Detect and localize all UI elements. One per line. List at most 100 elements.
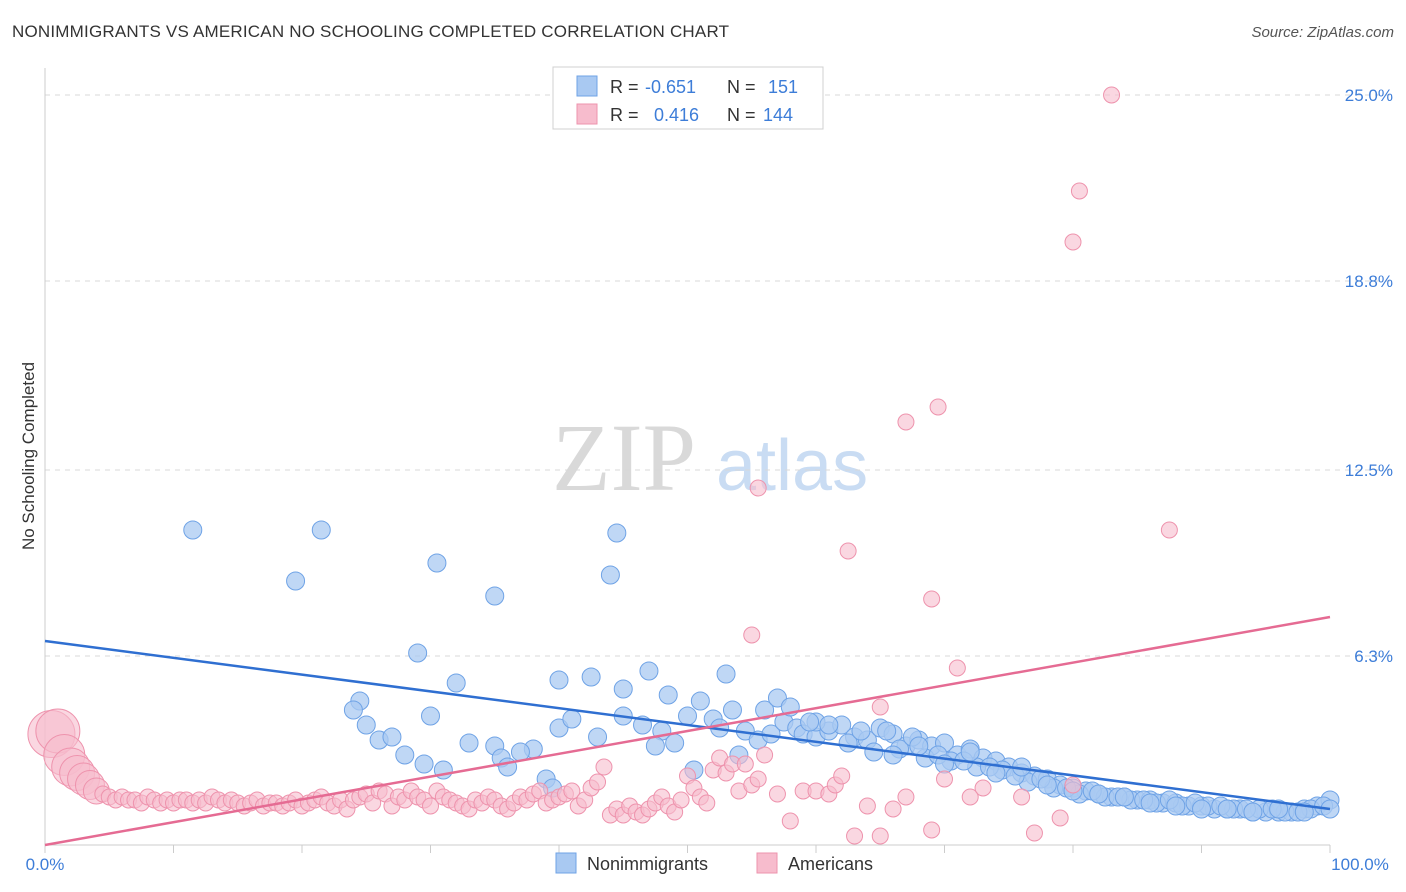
point-americans-3	[929, 398, 947, 416]
point-nonimmigrants-42	[722, 700, 742, 720]
point-nonimmigrants-38	[665, 733, 685, 753]
point-nonimmigrants-153	[1269, 799, 1289, 819]
point-nonimmigrants-142	[986, 763, 1006, 783]
point-nonimmigrants-8	[446, 673, 466, 693]
series-americans	[27, 86, 1178, 845]
point-nonimmigrants-5	[600, 565, 620, 585]
legend-bottom: Nonimmigrants Americans	[555, 852, 873, 874]
x-tick-label-0: 0.0%	[26, 855, 65, 874]
point-nonimmigrants-113	[877, 721, 897, 741]
point-americans-143	[1064, 776, 1082, 794]
y-axis-label: No Schooling Completed	[19, 362, 38, 550]
point-nonimmigrants-20	[382, 727, 402, 747]
point-nonimmigrants-151	[1217, 799, 1237, 819]
trend-line-nonimmigrants	[44, 639, 1331, 811]
point-americans-4	[897, 413, 915, 431]
point-nonimmigrants-9	[549, 670, 569, 690]
point-americans-131	[846, 827, 864, 845]
legend-bottom-label-nonimmigrants: Nonimmigrants	[587, 854, 708, 874]
point-nonimmigrants-22	[414, 754, 434, 774]
y-tick-label-2: 18.8%	[1345, 272, 1393, 291]
point-americans-5	[749, 479, 767, 497]
point-americans-8	[923, 590, 941, 608]
y-tick-label-1: 12.5%	[1345, 461, 1393, 480]
point-americans-139	[974, 779, 992, 797]
trend-lines	[44, 615, 1331, 847]
point-nonimmigrants-131	[645, 736, 665, 756]
legend-r-value-1: -0.651	[645, 77, 696, 97]
point-americans-7	[1160, 521, 1178, 539]
point-americans-137	[936, 770, 953, 788]
point-nonimmigrants-137	[851, 721, 871, 741]
legend-r-label-2: R =	[610, 105, 639, 125]
trend-line-americans	[44, 615, 1331, 847]
point-americans-71	[422, 797, 439, 815]
point-americans-110	[672, 791, 690, 809]
point-americans-125	[781, 812, 799, 830]
point-americans-136	[923, 821, 941, 839]
point-nonimmigrants-6	[607, 523, 627, 543]
point-nonimmigrants-7	[408, 643, 428, 663]
point-nonimmigrants-14	[716, 664, 736, 684]
point-nonimmigrants-18	[356, 715, 376, 735]
point-americans-6	[839, 542, 857, 560]
point-americans-123	[756, 746, 774, 764]
chart-title: NONIMMIGRANTS VS AMERICAN NO SCHOOLING C…	[12, 22, 730, 41]
point-americans-140	[1013, 788, 1031, 806]
point-nonimmigrants-136	[800, 712, 820, 732]
point-americans-1	[1070, 182, 1088, 200]
point-americans-132	[858, 797, 876, 815]
watermark-zip: ZIP	[552, 404, 696, 511]
point-americans-133	[871, 827, 889, 845]
point-nonimmigrants-12	[613, 679, 633, 699]
grid	[45, 94, 1390, 657]
point-americans-124	[768, 785, 786, 803]
point-americans-134	[884, 800, 902, 818]
point-nonimmigrants-34	[588, 727, 608, 747]
point-nonimmigrants-21	[395, 745, 415, 765]
point-nonimmigrants-1	[311, 520, 331, 540]
point-nonimmigrants-95	[864, 742, 884, 762]
legend-bottom-label-americans: Americans	[788, 854, 873, 874]
point-nonimmigrants-147	[1114, 787, 1134, 807]
point-nonimmigrants-13	[658, 685, 678, 705]
point-nonimmigrants-93	[819, 715, 839, 735]
point-nonimmigrants-10	[581, 667, 601, 687]
legend-n-label-2: N =	[727, 105, 756, 125]
point-nonimmigrants-39	[678, 706, 697, 726]
point-americans-2	[1064, 233, 1082, 251]
point-nonimmigrants-149	[1166, 796, 1186, 816]
point-americans-11	[871, 698, 889, 716]
point-americans-9	[743, 626, 761, 644]
point-americans-93	[563, 782, 581, 800]
point-nonimmigrants-138	[883, 745, 903, 765]
point-nonimmigrants-4	[485, 586, 505, 606]
point-americans-142	[1051, 809, 1069, 827]
point-americans-122	[749, 770, 767, 788]
point-nonimmigrants-2	[286, 571, 306, 591]
legend-swatch-pink	[576, 103, 598, 125]
y-axis-ticks: 6.3% 12.5% 18.8% 25.0%	[1345, 86, 1393, 666]
point-nonimmigrants-27	[562, 709, 582, 729]
y-tick-label-0: 6.3%	[1354, 647, 1393, 666]
point-nonimmigrants-3	[427, 553, 447, 573]
y-tick-label-3: 25.0%	[1345, 86, 1393, 105]
legend-bottom-swatch-pink	[756, 852, 778, 874]
point-americans-138	[961, 788, 979, 806]
legend-r-label-1: R =	[610, 77, 639, 97]
point-americans-120	[736, 755, 754, 773]
point-nonimmigrants-24	[459, 733, 479, 753]
watermark: ZIP atlas	[552, 404, 868, 511]
point-nonimmigrants-0	[183, 520, 203, 540]
watermark-atlas: atlas	[716, 426, 868, 506]
point-nonimmigrants-141	[960, 742, 980, 762]
point-nonimmigrants-150	[1192, 799, 1211, 819]
series-nonimmigrants	[183, 520, 1340, 822]
point-americans-130	[833, 767, 851, 785]
legend-bottom-swatch-blue	[555, 852, 577, 874]
x-axis: 0.0% 100.0%	[26, 68, 1389, 874]
point-nonimmigrants-154	[1294, 802, 1314, 822]
x-tick-label-1: 100.0%	[1331, 855, 1389, 874]
legend-swatch-blue	[576, 75, 598, 97]
point-nonimmigrants-139	[909, 736, 929, 756]
